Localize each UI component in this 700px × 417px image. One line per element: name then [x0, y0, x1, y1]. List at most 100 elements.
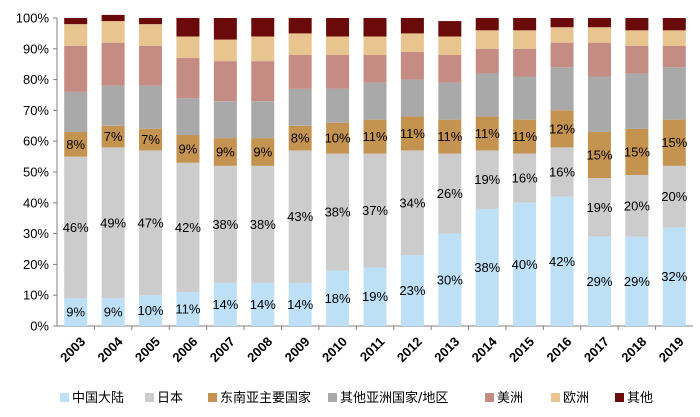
data-label: 10% [138, 303, 164, 318]
data-label: 14% [212, 297, 238, 312]
bar-segment [64, 131, 88, 157]
bar-segment [625, 18, 649, 31]
x-tick-label: 2005 [132, 334, 163, 365]
x-tick-label: 2016 [543, 334, 574, 365]
bar-segment [438, 153, 462, 234]
data-label: 7% [104, 129, 123, 144]
data-label: 46% [63, 220, 89, 235]
data-label: 19% [362, 289, 388, 304]
bar-segment [101, 85, 125, 126]
x-tick-labels: 2003 2004 2005 2006 2007 2008 2009 2010 2011 2012… [57, 333, 687, 365]
bar-segment [176, 58, 200, 99]
data-label: 34% [399, 195, 425, 210]
x-tick-label: 2017 [581, 334, 612, 365]
bar-segment [139, 128, 163, 151]
data-label: 14% [287, 297, 313, 312]
bar-segment [662, 165, 686, 228]
y-tick-label: 60% [23, 134, 49, 149]
bar-segment [587, 27, 611, 43]
data-label: 15% [624, 144, 650, 159]
y-tick-label: 80% [23, 72, 49, 87]
bar-segment [662, 67, 686, 120]
legend-swatch [485, 393, 494, 402]
x-tick-label: 2003 [57, 334, 88, 365]
legend-label: 其他亚洲国家/地区 [340, 390, 448, 406]
bar-segment [513, 202, 537, 326]
bar-segment [400, 51, 424, 80]
legend-label: 美洲 [497, 391, 523, 406]
bar-segment [587, 76, 611, 132]
bar-segment [288, 33, 312, 55]
y-tick-label: 70% [23, 103, 49, 118]
y-tick-label: 30% [23, 226, 49, 241]
bar-segment [288, 125, 312, 151]
axis-layer: 0% 10% 20% 30% 40% 50% 60% 70% 80% 90% 100% [16, 11, 693, 334]
bar-segment [513, 48, 537, 77]
bar-segment [363, 18, 387, 37]
data-label: 10% [325, 131, 351, 146]
bar-segment [400, 255, 424, 326]
data-label: 47% [138, 215, 164, 230]
data-label: 29% [624, 274, 650, 289]
legend-label: 日本 [157, 391, 183, 406]
x-tick-label: 2008 [244, 334, 275, 365]
x-tick-label: 2014 [469, 333, 501, 365]
bar-segment [101, 14, 125, 22]
legend-swatch [551, 393, 560, 402]
bar-segment [251, 61, 275, 102]
data-label: 32% [661, 269, 687, 284]
y-tick-label: 50% [23, 165, 49, 180]
x-tick-label: 2007 [207, 334, 238, 365]
bar-segment [513, 76, 537, 120]
data-label: 9% [66, 305, 85, 320]
bar-segment [475, 48, 499, 74]
bar-segment [550, 196, 574, 326]
bar-segment [438, 82, 462, 120]
bar-segment [662, 119, 686, 166]
bar-segment [438, 119, 462, 154]
data-labels-layer: 9% 46% 8% 9% 49% 7% 10% 47% 7% 11% 42% 9% 14% 38% 9% 14… [63, 121, 688, 319]
bar-segment [587, 42, 611, 77]
bar-segment [326, 88, 350, 123]
bar-segment [213, 101, 237, 139]
data-label: 38% [250, 217, 276, 232]
data-label: 16% [512, 171, 538, 186]
y-tick-label: 10% [23, 288, 49, 303]
data-label: 37% [362, 203, 388, 218]
legend-label: 中国大陆 [72, 390, 124, 406]
bar-segment [550, 110, 574, 148]
bar-segment [326, 122, 350, 154]
data-label: 38% [212, 217, 238, 232]
bar-segment [662, 18, 686, 31]
x-tick-label: 2011 [357, 334, 388, 365]
data-label: 8% [66, 137, 85, 152]
bar-segment [251, 165, 275, 283]
bar-segment [513, 30, 537, 49]
bar-segment [625, 128, 649, 176]
bar-segment [101, 125, 125, 148]
bar-segment [550, 42, 574, 68]
bar-segment [139, 45, 163, 86]
bar-segment [64, 24, 88, 46]
bar-segment [363, 119, 387, 154]
bar-segment [475, 18, 499, 31]
bar-segment [176, 98, 200, 136]
legend: 中国大陆 日本 东南亚主要国家 其他亚洲国家/地区 美洲 欧洲 其他 [60, 390, 653, 406]
data-label: 18% [325, 291, 351, 306]
bar-segment [288, 18, 312, 34]
bar-segment [64, 45, 88, 92]
data-label: 9% [216, 144, 235, 159]
bar-segment [363, 36, 387, 55]
bar-segment [326, 54, 350, 89]
data-label: 7% [141, 132, 160, 147]
bar-segment [550, 147, 574, 197]
bar-segment [363, 267, 387, 326]
data-label: 40% [512, 257, 538, 272]
bar-segment [438, 54, 462, 83]
x-tick-label: 2009 [282, 334, 313, 365]
bar-segment [475, 30, 499, 49]
bar-segment [625, 45, 649, 74]
bar-segment [101, 42, 125, 86]
bar-segment [288, 54, 312, 89]
